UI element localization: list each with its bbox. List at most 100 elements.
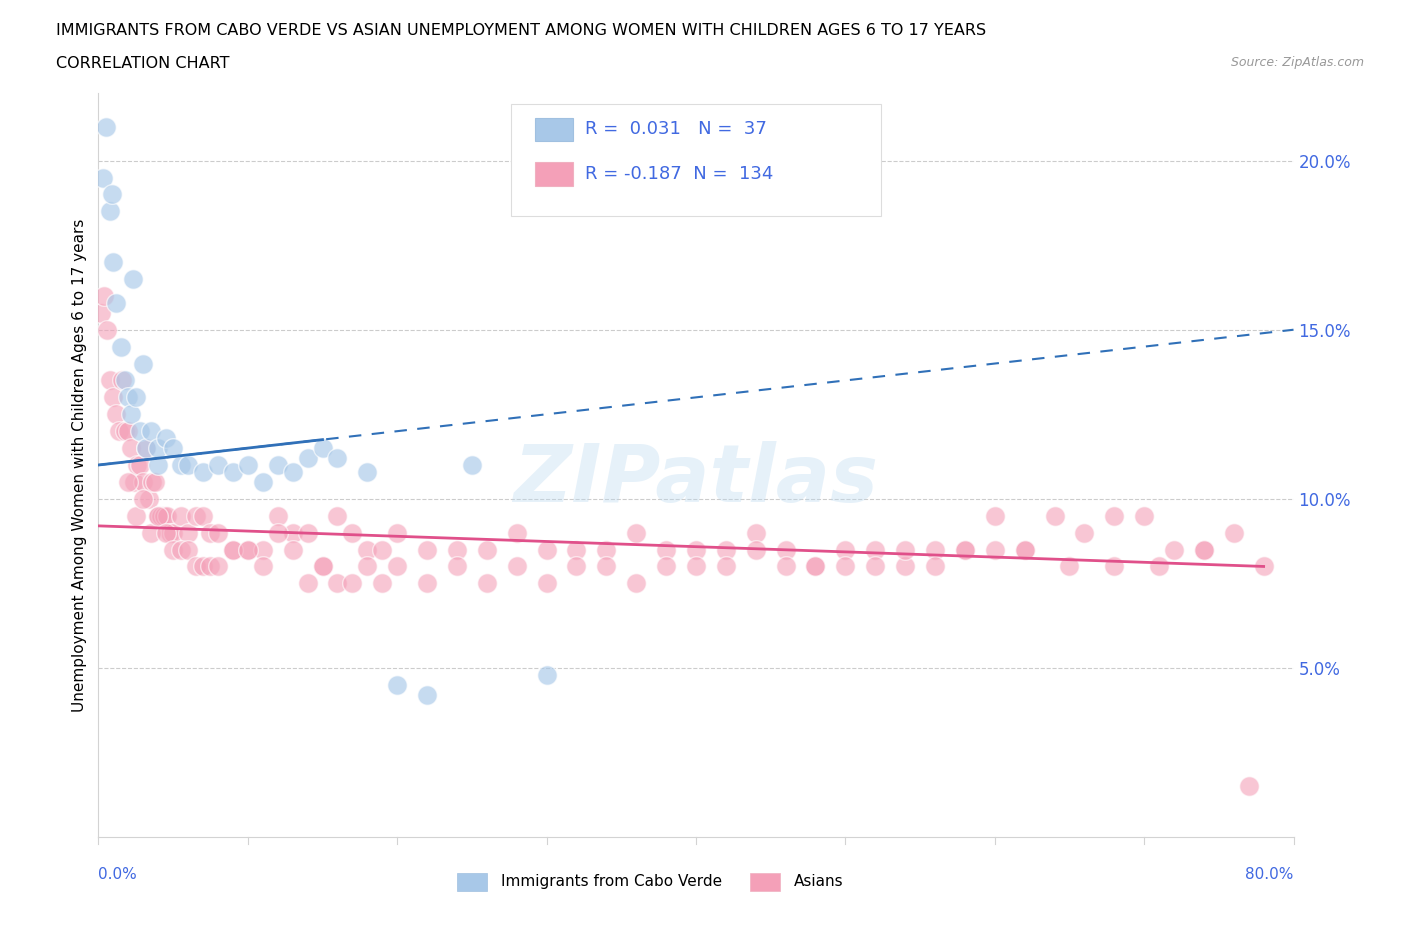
Point [865,542,887,557]
Bar [457,872,486,891]
Point [139,525,162,540]
Point [714,542,737,557]
Point [342,576,364,591]
Point [125,509,148,524]
Point [953,542,976,557]
Point [132,356,155,371]
Point [141,474,163,489]
Point [536,542,558,557]
Point [159,525,181,540]
Point [1014,542,1036,557]
Point [1104,509,1126,524]
Point [143,474,166,489]
Point [655,542,678,557]
Point [865,559,887,574]
Text: R = -0.187  N =  134: R = -0.187 N = 134 [585,166,773,183]
Point [745,542,768,557]
Point [311,441,333,456]
Point [416,542,439,557]
Point [91,170,114,185]
Point [184,559,207,574]
Point [105,295,128,310]
Point [207,559,229,574]
Point [162,441,184,456]
Point [108,424,131,439]
Point [222,542,245,557]
Point [132,474,155,489]
Text: Immigrants from Cabo Verde: Immigrants from Cabo Verde [501,874,723,889]
Point [536,576,558,591]
Point [506,525,529,540]
Point [139,424,162,439]
Point [416,576,439,591]
Point [326,451,349,466]
Point [236,542,259,557]
Point [252,542,274,557]
Point [90,305,112,320]
Point [506,559,529,574]
Point [1147,559,1170,574]
Point [207,525,229,540]
Point [177,525,200,540]
Point [129,458,152,472]
Point [1133,509,1156,524]
Point [281,542,304,557]
Point [356,542,378,557]
Point [385,559,409,574]
Point [184,509,207,524]
Point [446,542,468,557]
Point [326,576,349,591]
Point [207,458,229,472]
Point [267,458,290,472]
Point [191,509,214,524]
Point [311,559,333,574]
Point [924,542,946,557]
Point [148,441,170,456]
Point [96,323,118,338]
Point [252,559,274,574]
Point [114,373,136,388]
Bar [534,162,572,186]
Point [685,559,707,574]
Point [775,542,797,557]
Point [342,525,364,540]
Point [222,542,245,557]
Point [191,464,214,479]
Point [297,525,319,540]
Point [111,373,134,388]
Text: 80.0%: 80.0% [1246,867,1294,882]
Point [94,119,117,134]
Point [984,542,1007,557]
Point [103,390,125,405]
Point [894,542,917,557]
Point [177,458,200,472]
Point [326,509,349,524]
Point [103,255,125,270]
Point [1163,542,1185,557]
Point [138,491,160,506]
Point [148,458,170,472]
Point [385,525,409,540]
Text: Source: ZipAtlas.com: Source: ZipAtlas.com [1230,56,1364,69]
Point [804,559,827,574]
Point [135,441,157,456]
Point [236,542,259,557]
Point [565,559,588,574]
Point [200,525,222,540]
Point [356,464,378,479]
Point [475,542,498,557]
Point [1192,542,1215,557]
Point [775,559,797,574]
Point [595,542,617,557]
Point [125,390,148,405]
Point [236,458,259,472]
Point [714,559,737,574]
Point [98,373,122,388]
Point [156,509,179,524]
Point [475,576,498,591]
Point [148,509,170,524]
Point [834,559,856,574]
Point [1253,559,1275,574]
Point [148,509,170,524]
Point [117,424,139,439]
